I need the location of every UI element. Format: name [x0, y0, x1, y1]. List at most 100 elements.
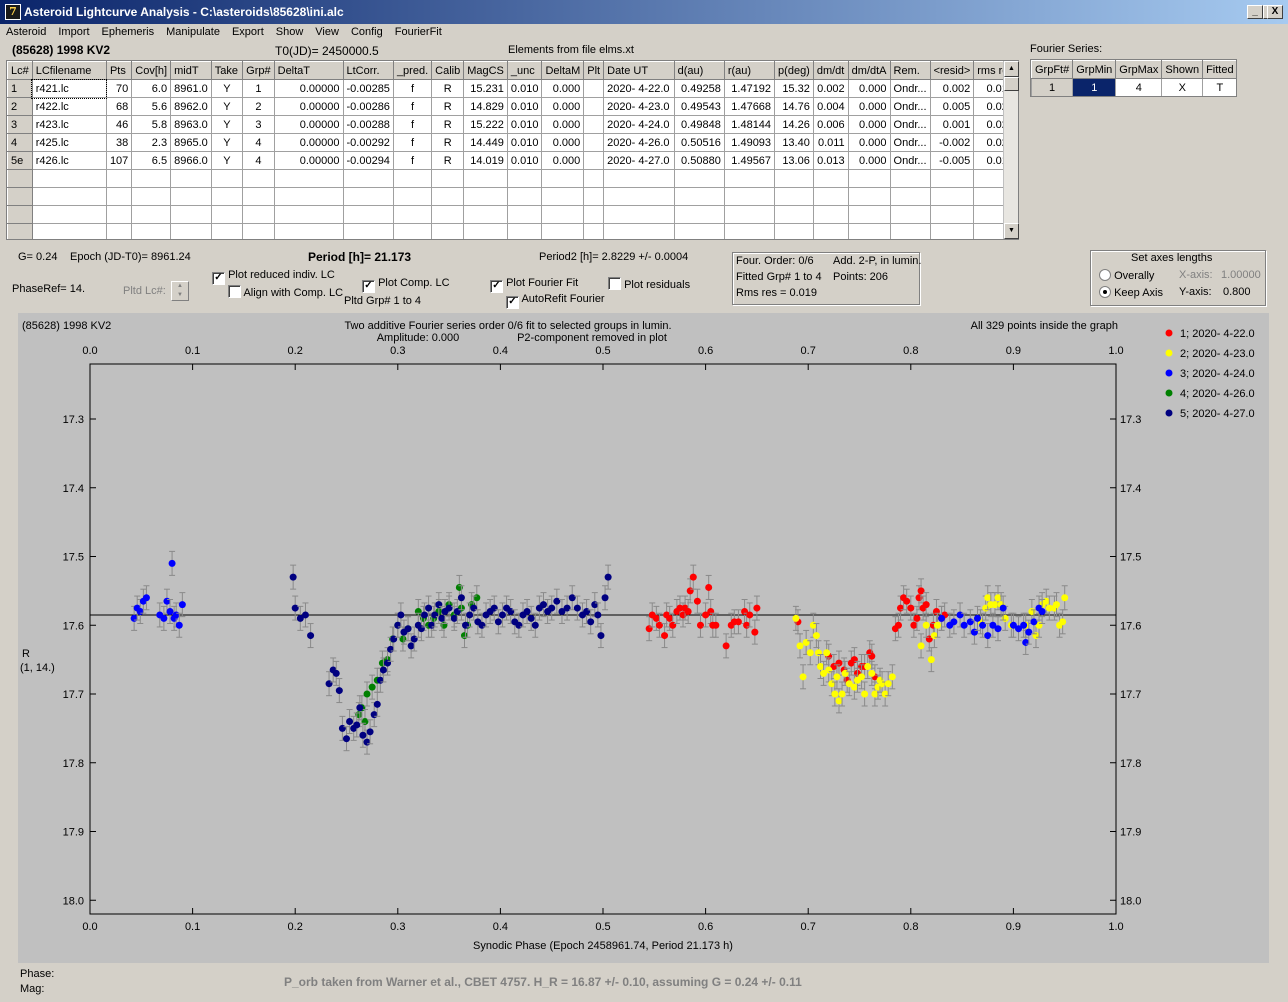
column-header[interactable]: Grp# — [242, 61, 275, 80]
table-cell[interactable] — [273, 223, 344, 239]
table-cell[interactable]: 0.002 — [812, 79, 849, 98]
table-cell[interactable]: 2020- 4-23.0 — [603, 97, 675, 116]
empty-row[interactable] — [7, 169, 1018, 188]
table-cell[interactable] — [847, 223, 891, 239]
x-axis-input[interactable]: 1.00000 — [1221, 269, 1261, 281]
table-cell[interactable]: 107 — [105, 151, 133, 170]
table-cell[interactable]: 14.829 — [463, 97, 508, 116]
table-cell[interactable]: 0.000 — [541, 97, 585, 116]
table-cell[interactable] — [131, 187, 172, 206]
table-cell[interactable] — [242, 187, 275, 206]
table-cell[interactable]: 0.50880 — [673, 151, 725, 170]
table-cell[interactable]: -0.002 — [929, 133, 975, 152]
table-cell[interactable] — [131, 223, 172, 239]
table-cell[interactable] — [673, 169, 725, 188]
table-cell[interactable] — [392, 223, 433, 239]
table-cell[interactable] — [342, 223, 394, 239]
autorefit-checkbox[interactable]: ✓ AutoRefit Fourier — [506, 293, 605, 309]
menu-fourierfit[interactable]: FourierFit — [394, 26, 442, 38]
table-cell[interactable] — [541, 205, 585, 224]
table-cell[interactable]: 1.49567 — [723, 151, 776, 170]
table-cell[interactable]: 0.000 — [541, 151, 585, 170]
table-cell[interactable] — [463, 205, 508, 224]
column-header[interactable]: LCfilename — [31, 61, 107, 80]
menu-ephemeris[interactable]: Ephemeris — [101, 26, 155, 38]
column-header[interactable]: midT — [170, 61, 212, 80]
table-cell[interactable]: 0.00000 — [273, 79, 344, 98]
table-cell[interactable]: 8965.0 — [170, 133, 212, 152]
table-cell[interactable] — [847, 205, 891, 224]
table-cell[interactable] — [541, 187, 585, 206]
table-cell[interactable] — [583, 169, 605, 188]
table-row[interactable]: 2 r422.lc 68 5.6 8962.0 Y 2 0.00000 -0.00286 f R 14… — [7, 97, 1018, 116]
empty-row[interactable] — [7, 223, 1018, 239]
table-cell[interactable] — [273, 205, 344, 224]
column-header[interactable]: dm/dtA — [847, 61, 891, 80]
column-header[interactable]: LtCorr. — [342, 61, 394, 80]
table-cell[interactable]: 6.5 — [131, 151, 172, 170]
column-header[interactable]: Calib — [431, 61, 465, 80]
table-cell[interactable]: 70 — [105, 79, 133, 98]
table-cell[interactable]: 0.004 — [812, 97, 849, 116]
column-header[interactable]: <resid> — [929, 61, 975, 80]
table-cell[interactable]: 0.010 — [506, 151, 543, 170]
menu-view[interactable]: View — [315, 26, 339, 38]
checkbox-icon[interactable]: ✓ — [490, 280, 503, 293]
table-cell[interactable] — [7, 223, 33, 239]
table-cell[interactable] — [506, 187, 543, 206]
checkbox-icon[interactable]: ✓ — [506, 296, 519, 309]
table-cell[interactable]: R — [431, 97, 465, 116]
table-cell[interactable] — [506, 205, 543, 224]
fourier-cell[interactable]: T — [1202, 78, 1236, 96]
table-cell[interactable]: r421.lc — [31, 78, 108, 99]
table-cell[interactable]: 15.222 — [463, 115, 508, 134]
table-cell[interactable]: 3 — [242, 115, 275, 134]
table-cell[interactable]: R — [431, 115, 465, 134]
table-cell[interactable]: 0.010 — [506, 115, 543, 134]
column-header[interactable]: dm/dt — [812, 61, 849, 80]
table-cell[interactable] — [242, 223, 275, 239]
table-cell[interactable] — [889, 187, 931, 206]
column-header[interactable]: Plt — [583, 61, 605, 80]
plot-reduced-checkbox[interactable]: ✓ Plot reduced indiv. LC — [212, 269, 335, 285]
table-cell[interactable]: 0.010 — [506, 97, 543, 116]
table-cell[interactable] — [431, 223, 465, 239]
table-cell[interactable] — [31, 187, 107, 206]
table-cell[interactable] — [723, 169, 776, 188]
table-cell[interactable] — [7, 187, 33, 206]
table-row[interactable]: 3 r423.lc 46 5.8 8963.0 Y 3 0.00000 -0.00288 f R 15… — [7, 115, 1018, 134]
table-cell[interactable] — [583, 79, 605, 98]
table-cell[interactable]: r422.lc — [31, 97, 107, 116]
table-cell[interactable] — [170, 169, 212, 188]
table-cell[interactable] — [723, 205, 776, 224]
row-header[interactable]: 2 — [7, 97, 33, 116]
table-cell[interactable] — [463, 187, 508, 206]
table-cell[interactable]: 1.47192 — [723, 79, 776, 98]
table-cell[interactable]: 14.26 — [774, 115, 814, 134]
table-cell[interactable] — [603, 169, 675, 188]
table-cell[interactable]: 0.000 — [847, 151, 891, 170]
table-cell[interactable] — [583, 133, 605, 152]
table-cell[interactable]: 0.006 — [812, 115, 849, 134]
lightcurve-chart[interactable]: (85628) 1998 KV2 Two additive Fourier se… — [18, 313, 1269, 963]
table-cell[interactable]: Ondr... — [889, 97, 931, 116]
checkbox-icon[interactable] — [608, 277, 621, 290]
minimize-button[interactable]: _ — [1247, 5, 1263, 19]
row-header[interactable]: 3 — [7, 115, 33, 134]
menu-manipulate[interactable]: Manipulate — [166, 26, 220, 38]
table-cell[interactable]: 0.011 — [812, 133, 849, 152]
table-cell[interactable]: 2 — [242, 97, 275, 116]
keep-axis-radio[interactable]: Keep Axis — [1099, 286, 1163, 299]
fourier-column-header[interactable]: GrpFt# — [1031, 60, 1074, 79]
table-cell[interactable]: 8963.0 — [170, 115, 212, 134]
table-cell[interactable]: 1.47668 — [723, 97, 776, 116]
table-cell[interactable]: 5.8 — [131, 115, 172, 134]
table-cell[interactable] — [583, 223, 605, 239]
table-cell[interactable] — [847, 187, 891, 206]
column-header[interactable]: Take — [210, 61, 244, 80]
table-cell[interactable] — [7, 205, 33, 224]
table-cell[interactable]: 0.49848 — [673, 115, 725, 134]
close-button[interactable]: X — [1267, 5, 1283, 19]
table-cell[interactable] — [392, 169, 433, 188]
